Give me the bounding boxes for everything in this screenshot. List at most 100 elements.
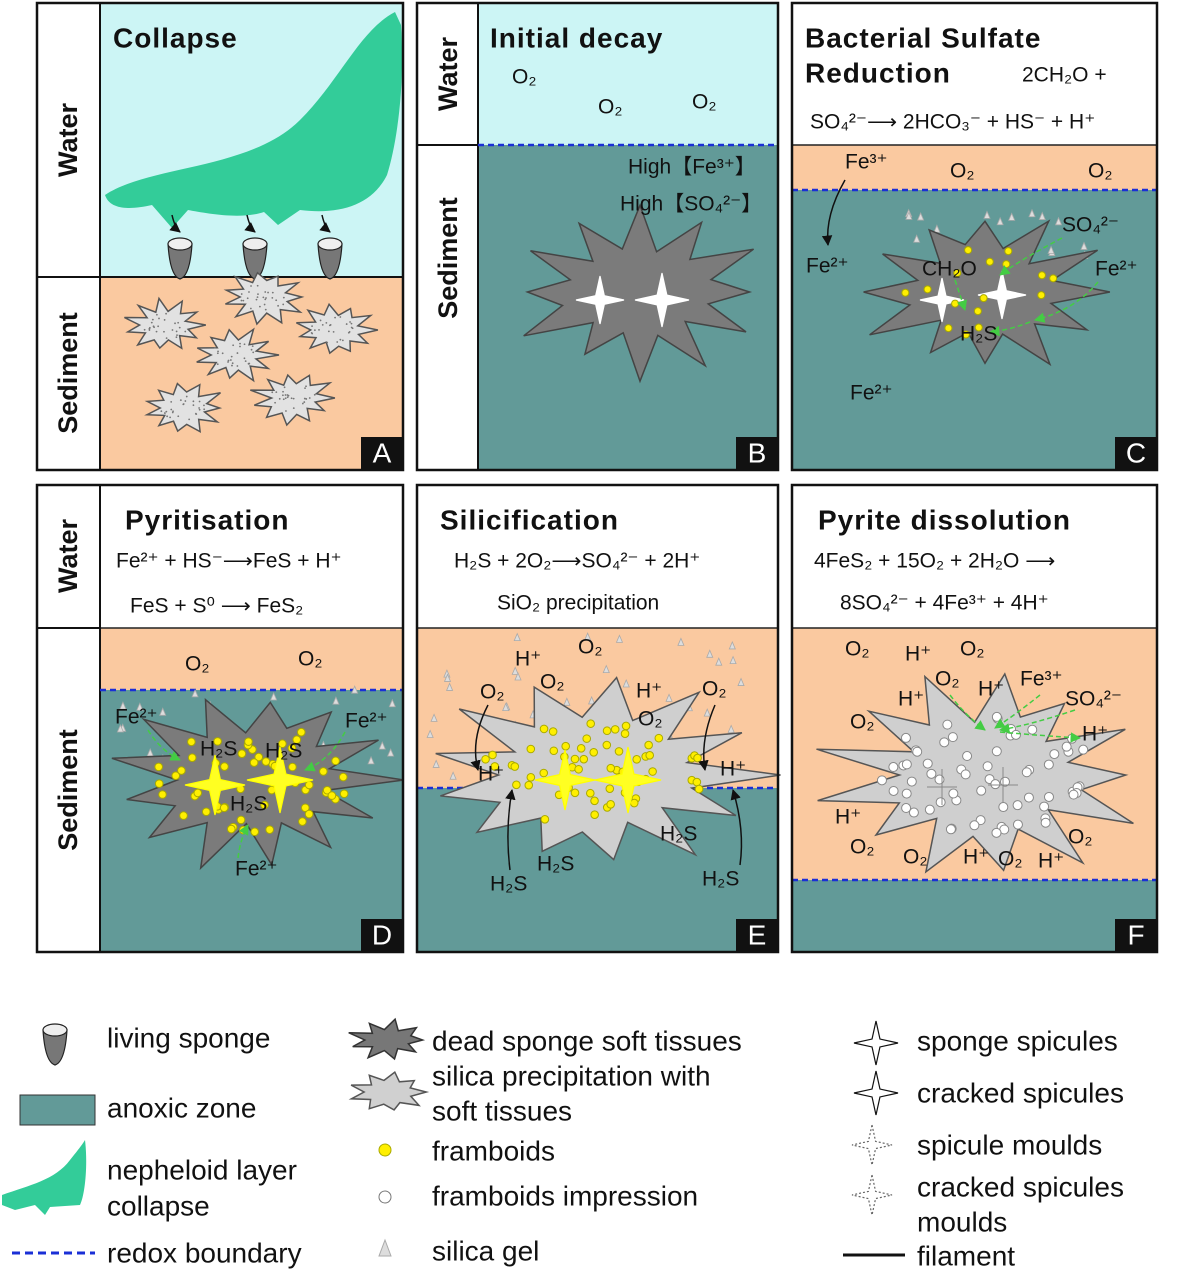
panel: C Bacterial Sulfate Reduction 2CH₂O + SO₄²⁻⟶… [790,1,1159,472]
framboid [935,797,946,808]
framboid [230,355,233,358]
spicule [853,1020,899,1066]
panel-frame [35,1,405,472]
framboid [163,412,166,414]
framboid [177,321,180,324]
chem-label: High【Fe³⁺】 [628,156,756,179]
framboid [247,362,250,365]
silica-gel [677,637,685,646]
framboid [226,824,236,834]
framboid [901,288,910,297]
framboid [549,746,559,756]
framboid [648,767,657,776]
arrow [244,214,256,233]
silica-gel [378,741,386,750]
framboid [332,330,335,333]
panel-letter: F [1127,919,1144,950]
sponge-tissue [196,327,280,383]
framboid [166,415,169,418]
framboid [251,345,254,348]
framboid [151,318,154,321]
framboid [163,319,166,321]
framboid [187,737,196,747]
silica-gel [159,707,167,716]
chem-label: H⁺ [636,680,662,703]
framboid [254,752,264,762]
chem-label: H⁺ [905,643,931,666]
chem-label: H⁺ [720,758,746,781]
framboid [1066,733,1077,744]
letter-box [1115,437,1157,470]
silica-gel [388,698,396,708]
framboid [284,397,287,400]
framboid [176,334,178,337]
silica-gel [387,748,395,757]
framboid [282,296,285,299]
silica-gel [332,696,340,705]
silica-gel [1080,241,1088,250]
framboid [990,779,1001,790]
sponge-tissue [816,672,1134,874]
framboid [271,291,274,294]
silica-gel [983,210,991,219]
framboid [621,721,631,731]
framboid [261,757,271,766]
equation: 8SO₄²⁻ + 4Fe³⁺ + 4H⁺ [840,592,1049,615]
framboid [239,342,241,345]
silica-gel [367,755,375,765]
framboid [888,785,899,796]
framboid [490,762,500,771]
framboid [278,397,281,400]
chem-label: Fe²⁺ [115,706,158,729]
chem-label: O₂ [512,66,537,89]
framboid [488,750,497,760]
chem-label: O₂ [692,91,717,114]
framboid [644,740,653,750]
framboid [350,326,353,329]
sponge-tissue [348,1017,426,1061]
framboid [654,733,664,743]
framboid [177,766,186,775]
spicule [919,277,965,323]
framboid [964,246,973,255]
framboid [246,297,249,300]
framboid [586,719,596,728]
framboid [876,775,887,786]
legend-label: spicule moulds [917,1129,1102,1160]
framboid [888,762,899,773]
chem-label: High【SO₄²⁻】 [620,193,762,216]
silica-gel [706,649,714,658]
framboid [331,756,340,766]
panel: E Silicification H₂S + 2O₂⟶SO₄²⁻ + 2H⁺ SiO₂… [415,483,781,954]
framboid [257,293,259,296]
panel-frame [790,483,1159,954]
silica-gel [563,697,571,706]
framboid [259,305,261,308]
silica-gel [511,666,519,675]
framboid [901,803,912,814]
chem-label: O₂ [702,678,727,701]
framboid [271,296,274,299]
framboid [606,800,615,809]
framboid [922,758,933,769]
framboid [345,323,348,325]
chem-label: Fe²⁺ [345,710,388,733]
framboid [287,394,290,397]
legend-label: framboids [432,1135,555,1166]
equation: 2CH₂O + [1022,64,1107,87]
zone-label: Water [433,37,463,112]
framboid [926,768,937,779]
sponge-tissue [250,373,336,427]
framboid [645,750,655,760]
framboid [313,393,316,396]
framboid [232,344,235,347]
framboid [203,404,205,407]
spicule [977,270,1027,320]
silica-gel [1028,208,1036,218]
framboid [1043,759,1054,770]
chem-label: O₂ [638,708,663,731]
panel-letter: E [748,919,767,950]
framboid [154,762,163,772]
silica-gel [1054,216,1063,226]
living-sponge [317,243,343,280]
